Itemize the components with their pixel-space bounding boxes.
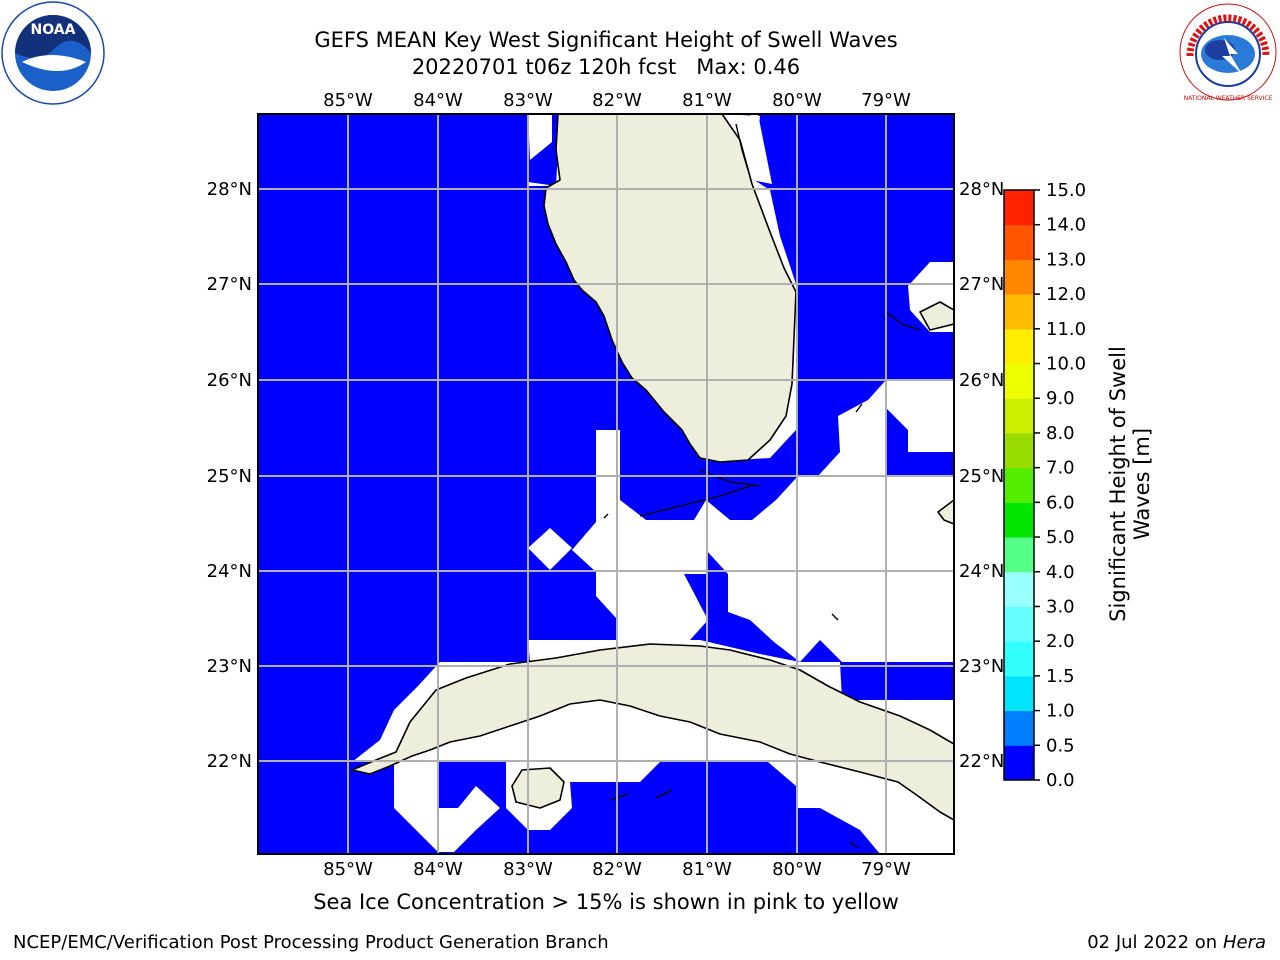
isle-of-youth-land xyxy=(511,767,565,809)
colorbar-segment xyxy=(1004,294,1034,330)
colorbar-tick-label: 1.0 xyxy=(1046,701,1075,722)
colorbar-segment xyxy=(1004,432,1034,469)
lon-label-bottom: 84°W xyxy=(413,859,463,880)
colorbar-segment xyxy=(1004,467,1034,503)
lon-label-bottom: 81°W xyxy=(682,859,732,880)
lon-label-top: 80°W xyxy=(772,90,822,111)
footer-credit: NCEP/EMC/Verification Post Processing Pr… xyxy=(13,932,609,953)
lat-label-right: 25°N xyxy=(959,466,1004,487)
florida-land xyxy=(543,114,797,463)
gridlines xyxy=(258,114,954,854)
lon-label-bottom: 85°W xyxy=(323,859,373,880)
colorbar-segment xyxy=(1004,710,1034,746)
map-frame xyxy=(257,113,955,855)
colorbar-segment xyxy=(1004,675,1034,712)
colorbar-tick-label: 9.0 xyxy=(1046,388,1075,409)
cuba-land xyxy=(351,643,954,821)
lon-label-top: 85°W xyxy=(323,90,373,111)
lat-label-right: 28°N xyxy=(959,179,1004,200)
colorbar-tick-label: 0.5 xyxy=(1046,735,1075,756)
colorbar-segment xyxy=(1004,259,1034,295)
lat-labels: 28°N 27°N 26°N 25°N 24°N 23°N 22°N 28°N … xyxy=(207,179,1005,772)
lon-label-bottom: 79°W xyxy=(861,859,911,880)
lat-label-left: 22°N xyxy=(207,751,252,772)
colorbar-segment xyxy=(1004,537,1034,573)
lat-label-left: 24°N xyxy=(207,561,252,582)
colorbar-label-line1: Significant Height of Swell xyxy=(1106,346,1130,622)
lat-label-left: 25°N xyxy=(207,466,252,487)
nws-logo-text: NATIONAL WEATHER SERVICE xyxy=(1184,95,1273,102)
lon-label-top: 84°W xyxy=(413,90,463,111)
colorbar-tick-label: 11.0 xyxy=(1046,319,1086,340)
colorbar-segment xyxy=(1004,328,1034,365)
colorbar-segment xyxy=(1004,606,1034,642)
lon-label-top: 82°W xyxy=(592,90,642,111)
colorbar-tick-label: 0.0 xyxy=(1046,770,1075,791)
lon-label-top: 79°W xyxy=(861,90,911,111)
chart-subtitle: 20220701 t06z 120h fcst Max: 0.46 xyxy=(411,55,801,79)
noaa-logo-icon: NOAA xyxy=(1,1,105,105)
colorbar-label-line2: Waves [m] xyxy=(1130,427,1154,541)
colorbar-frame xyxy=(1003,189,1035,781)
sea-ice-note: Sea Ice Concentration > 15% is shown in … xyxy=(313,890,899,914)
lon-label-bottom: 80°W xyxy=(772,859,822,880)
lon-label-top: 81°W xyxy=(682,90,732,111)
colorbar-segment xyxy=(1004,363,1034,399)
colorbar-tick-label: 14.0 xyxy=(1046,215,1086,236)
colorbar-segment xyxy=(1004,571,1034,607)
lon-labels: 85°W 84°W 83°W 82°W 81°W 80°W 79°W 85°W … xyxy=(323,90,911,880)
lat-label-left: 26°N xyxy=(207,370,252,391)
chart-title: GEFS MEAN Key West Significant Height of… xyxy=(314,28,898,52)
lat-label-right: 24°N xyxy=(959,561,1004,582)
hispaniola-land xyxy=(937,499,954,525)
lat-label-right: 23°N xyxy=(959,656,1004,677)
nws-logo-icon: NATIONAL WEATHER SERVICE xyxy=(1179,3,1277,102)
colorbar-tick-label: 1.5 xyxy=(1046,666,1075,687)
lat-label-left: 28°N xyxy=(207,179,252,200)
colorbar-tick-label: 4.0 xyxy=(1046,562,1075,583)
colorbar-tick-label: 2.0 xyxy=(1046,631,1075,652)
colorbar-segment xyxy=(1004,398,1034,434)
colorbar-segment xyxy=(1004,502,1034,538)
lon-label-bottom: 83°W xyxy=(503,859,553,880)
colorbar-segment xyxy=(1004,641,1034,677)
bahamas-land xyxy=(919,301,954,331)
lat-label-right: 26°N xyxy=(959,370,1004,391)
lat-label-left: 23°N xyxy=(207,656,252,677)
colorbar-tick-label: 8.0 xyxy=(1046,423,1075,444)
colorbar-label: Significant Height of Swell Waves [m] xyxy=(1106,304,1154,664)
colorbar-tick-label: 13.0 xyxy=(1046,249,1086,270)
noaa-logo-text: NOAA xyxy=(31,22,76,38)
island-outlines xyxy=(603,123,921,849)
colorbar-segment xyxy=(1004,190,1034,226)
colorbar-tick-label: 15.0 xyxy=(1046,180,1086,201)
colorbar: 0.0 0.5 1.0 1.5 2.0 3.0 4.0 5.0 6.0 7.0 8.0 9.0 10.0… xyxy=(1003,180,1086,791)
colorbar-tick-label: 5.0 xyxy=(1046,527,1075,548)
colorbar-tick-label: 12.0 xyxy=(1046,284,1086,305)
land-masses xyxy=(351,114,954,821)
lat-label-right: 22°N xyxy=(959,751,1004,772)
lon-label-bottom: 82°W xyxy=(592,859,642,880)
colorbar-tick-label: 7.0 xyxy=(1046,458,1075,479)
lat-label-right: 27°N xyxy=(959,274,1004,295)
colorbar-segment xyxy=(1004,224,1034,260)
lat-label-left: 27°N xyxy=(207,274,252,295)
colorbar-tick-label: 3.0 xyxy=(1046,596,1075,617)
footer-date: 02 Jul 2022 on Hera xyxy=(1087,932,1266,953)
colorbar-tick-label: 10.0 xyxy=(1046,354,1086,375)
footer-host: Hera xyxy=(1222,932,1266,953)
footer-date-text: 02 Jul 2022 on xyxy=(1087,932,1223,953)
colorbar-tick-label: 6.0 xyxy=(1046,492,1075,513)
lon-label-top: 83°W xyxy=(503,90,553,111)
colorbar-segment xyxy=(1004,745,1034,781)
